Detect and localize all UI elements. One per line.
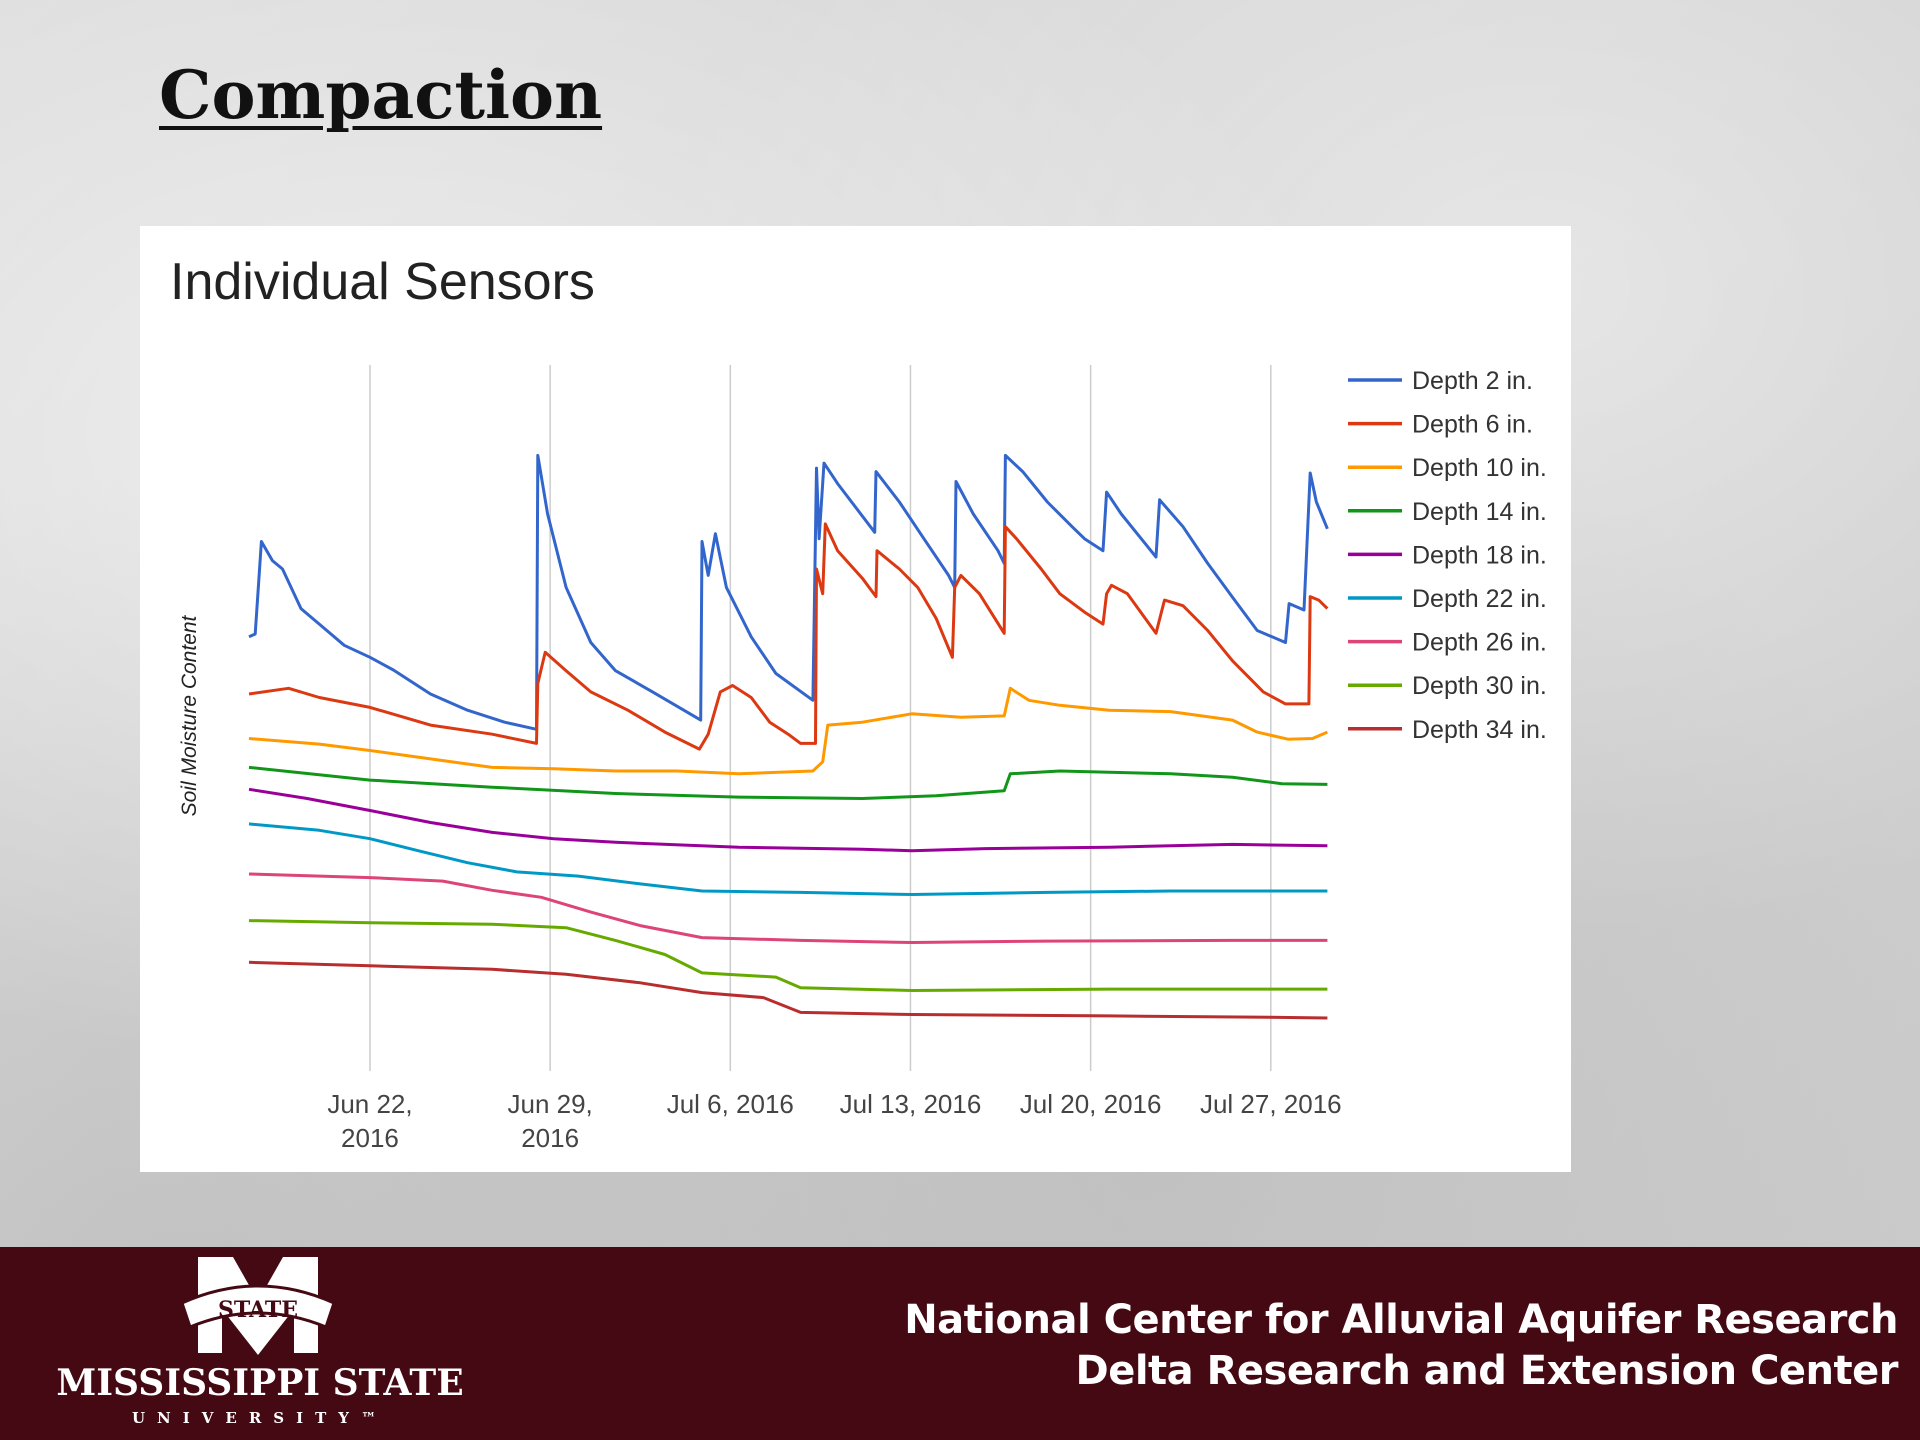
x-tick-label: Jul 27, 2016 xyxy=(1200,1089,1342,1119)
slide-title: Compaction xyxy=(159,56,603,134)
series-line-depth-2-in xyxy=(248,453,1329,731)
legend-label: Depth 26 in. xyxy=(1412,629,1547,657)
legend-item: Depth 22 in. xyxy=(1348,585,1547,613)
chart-title: Individual Sensors xyxy=(170,253,595,311)
legend-item: Depth 10 in. xyxy=(1348,454,1547,482)
footer: STATE MISSISSIPPI STATE UNIVERSITY™ Nati… xyxy=(0,1247,1920,1440)
legend-label: Depth 6 in. xyxy=(1412,411,1533,439)
series-line-depth-14-in xyxy=(248,765,1328,800)
series-line-depth-6-in xyxy=(248,522,1329,751)
legend-label: Depth 18 in. xyxy=(1412,541,1547,569)
x-tick-label: Jun 29, xyxy=(507,1089,592,1119)
x-tick-label: Jul 13, 2016 xyxy=(840,1089,982,1119)
series-line-depth-10-in xyxy=(248,686,1328,776)
legend-item: Depth 2 in. xyxy=(1348,367,1533,395)
legend-label: Depth 34 in. xyxy=(1412,716,1547,744)
legend-item: Depth 18 in. xyxy=(1348,541,1547,569)
legend-label: Depth 30 in. xyxy=(1412,672,1547,700)
series-line-depth-18-in xyxy=(248,787,1328,853)
series-line-depth-30-in xyxy=(248,919,1328,992)
x-tick-label: Jul 6, 2016 xyxy=(667,1089,794,1119)
logo-name: MISSISSIPPI STATE xyxy=(56,1362,464,1404)
x-tick-label: 2016 xyxy=(521,1123,579,1153)
series-line-depth-22-in xyxy=(248,822,1328,896)
x-tick-label: Jun 22, xyxy=(327,1089,412,1119)
logo-sub: UNIVERSITY™ xyxy=(131,1409,389,1427)
x-tick-label: 2016 xyxy=(341,1123,399,1153)
legend-label: Depth 22 in. xyxy=(1412,585,1547,613)
legend-item: Depth 34 in. xyxy=(1348,716,1547,744)
line-chart: Individual Sensors Soil Moisture Content… xyxy=(170,253,1547,1153)
legend-item: Depth 26 in. xyxy=(1348,629,1547,657)
series-line-depth-34-in xyxy=(248,960,1328,1020)
msu-logo: STATE MISSISSIPPI STATE UNIVERSITY™ xyxy=(40,1253,480,1433)
footer-line-1: National Center for Alluvial Aquifer Res… xyxy=(904,1297,1898,1343)
legend-label: Depth 10 in. xyxy=(1412,454,1547,482)
legend-item: Depth 14 in. xyxy=(1348,498,1547,526)
legend-item: Depth 30 in. xyxy=(1348,672,1547,700)
x-tick-label: Jul 20, 2016 xyxy=(1020,1089,1162,1119)
y-axis-label: Soil Moisture Content xyxy=(178,614,201,816)
legend-item: Depth 6 in. xyxy=(1348,411,1533,439)
footer-line-2: Delta Research and Extension Center xyxy=(1075,1348,1899,1394)
legend-label: Depth 2 in. xyxy=(1412,367,1533,395)
series-line-depth-26-in xyxy=(248,872,1328,944)
msu-m-emblem-icon: STATE xyxy=(180,1257,336,1355)
legend-label: Depth 14 in. xyxy=(1412,498,1547,526)
chart-card: Individual Sensors Soil Moisture Content… xyxy=(140,226,1571,1172)
logo-banner-text: STATE xyxy=(218,1297,298,1323)
